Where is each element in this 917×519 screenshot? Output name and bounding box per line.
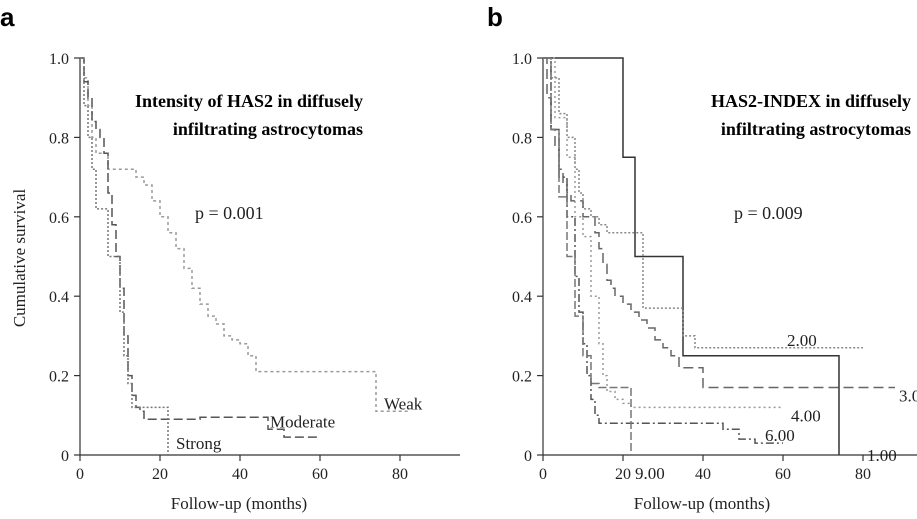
- panel-b-label-9-00: 9.00: [635, 464, 665, 483]
- panel-a-y-tick-label: 0: [61, 448, 69, 465]
- panel-b-label-4-00: 4.00: [791, 406, 821, 425]
- panel-a-curve-weak: [80, 57, 408, 413]
- panel-b-x-tick-label: 60: [775, 466, 791, 483]
- panel-a-curve-strong: [80, 57, 169, 455]
- panel-b-axes: 0 20 40 60 80 0 0.2 0.4 0.6 0.8 1.0: [512, 51, 917, 483]
- panel-a-y-axis-label: Cumulative survival: [10, 189, 29, 328]
- panel-b-curve-4-00: [543, 57, 783, 409]
- panel-a-p-value: p = 0.001: [195, 203, 264, 223]
- panel-b-y-tick-label: 1.0: [512, 51, 532, 68]
- panel-b-axis-frame: [542, 58, 917, 456]
- panel-b-chart: b HAS2-INDEX in diffusely infiltrating a…: [487, 2, 917, 513]
- panel-b-x-tick-label: 0: [539, 466, 547, 483]
- panel-b-y-tick-label: 0.6: [512, 210, 532, 227]
- panel-a-chart: a Intensity of HAS2 in diffusely infiltr…: [0, 2, 460, 513]
- panel-b-x-tick-label: 80: [855, 466, 871, 483]
- panel-a-label-strong: Strong: [176, 434, 222, 453]
- panel-a-x-tick-label: 60: [312, 466, 328, 483]
- panel-a-x-tick-label: 0: [76, 466, 84, 483]
- panel-b-curve-1-00: [543, 57, 840, 455]
- panel-b-y-tick-label: 0: [524, 448, 532, 465]
- panel-b-y-tick-label: 0.8: [512, 130, 532, 147]
- panel-a-curve-moderate: [80, 57, 320, 438]
- panel-a-y-tick-label: 0.6: [49, 210, 69, 227]
- panel-b-letter: b: [487, 2, 503, 32]
- panel-b-curve-6-00: [543, 57, 783, 444]
- panel-a-x-tick-label: 40: [232, 466, 248, 483]
- panel-b-label-3-00: 3.00: [899, 386, 917, 405]
- panel-b-curve-9-00: [543, 57, 632, 455]
- panel-a-label-moderate: Moderate: [270, 412, 335, 431]
- panel-b-curve-3-00: [543, 57, 895, 389]
- panel-a-x-tick-label: 20: [152, 466, 168, 483]
- panel-a-title-line-1: Intensity of HAS2 in diffusely: [135, 91, 363, 111]
- panel-b-title-line-2: infiltrating astrocytomas: [721, 119, 911, 139]
- panel-a-y-tick-label: 0.2: [49, 369, 69, 386]
- panel-b-label-2-00: 2.00: [787, 331, 817, 350]
- panel-a-x-tick-label: 80: [392, 466, 408, 483]
- panel-b-survival-curves: [543, 57, 895, 455]
- panel-b-label-6-00: 6.00: [765, 426, 795, 445]
- panel-b-x-tick-label: 20: [615, 466, 631, 483]
- panel-a-curve-labels: Weak Moderate Strong: [176, 394, 423, 453]
- panel-a-title-line-2: infiltrating astrocytomas: [173, 119, 363, 139]
- panel-b-x-axis-label: Follow-up (months): [634, 494, 770, 513]
- panel-a-y-tick-label: 0.4: [49, 289, 69, 306]
- panel-b-y-tick-label: 0.2: [512, 369, 532, 386]
- panel-b-label-1-00: 1.00: [867, 446, 897, 465]
- panel-b-curve-labels: 2.00 3.00 4.006.00 1.00 9.00: [635, 331, 917, 483]
- panel-b-p-value: p = 0.009: [734, 203, 803, 223]
- panel-a-x-axis-label: Follow-up (months): [171, 494, 307, 513]
- panel-b-title-line-1: HAS2-INDEX in diffusely: [711, 91, 911, 111]
- panel-a-survival-curves: [80, 57, 408, 455]
- panel-a-letter: a: [0, 2, 15, 32]
- panel-b-y-tick-label: 0.4: [512, 289, 532, 306]
- panel-a-label-weak: Weak: [384, 394, 423, 413]
- panel-a-y-tick-label: 0.8: [49, 130, 69, 147]
- panel-b-x-tick-label: 40: [695, 466, 711, 483]
- panel-a-axes: 0 20 40 60 80 0 0.2 0.4 0.6 0.8 1.0: [49, 51, 460, 483]
- panel-b-curve-2-00: [543, 57, 863, 349]
- panel-a-y-tick-label: 1.0: [49, 51, 69, 68]
